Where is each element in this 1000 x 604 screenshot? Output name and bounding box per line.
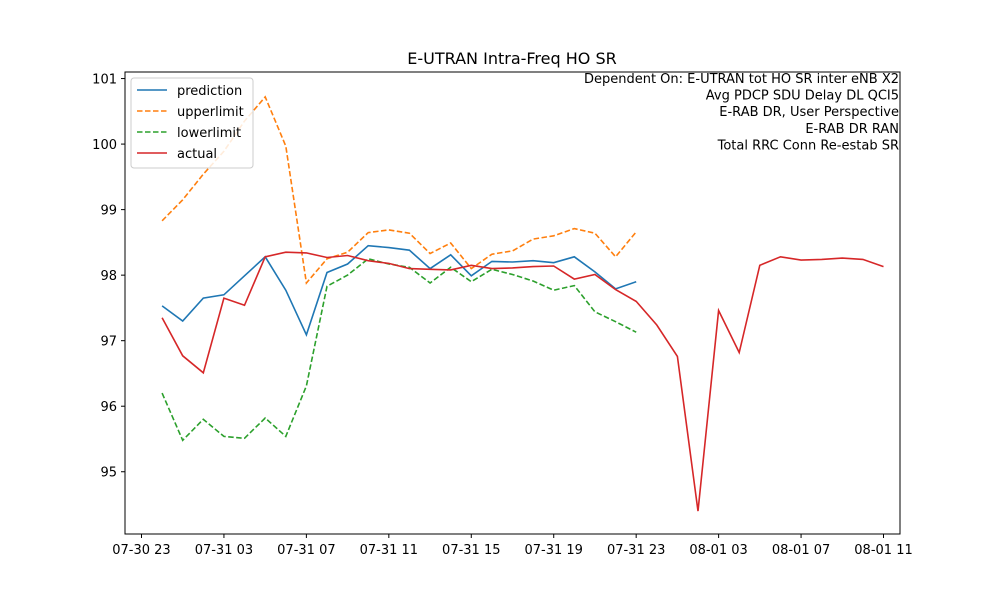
x-tick-label: 08-01 11 [854,543,912,558]
y-tick-label: 96 [100,400,117,415]
x-tick-label: 07-30 23 [112,543,170,558]
x-tick-label: 07-31 19 [524,543,582,558]
y-tick-label: 95 [100,466,117,481]
y-tick-label: 97 [100,335,117,350]
x-tick-label: 07-31 15 [442,543,500,558]
x-tick-label: 07-31 23 [607,543,665,558]
series-layer [161,95,884,512]
legend-label-actual: actual [177,147,217,162]
x-tick-label: 08-01 07 [772,543,830,558]
x-tick-label: 07-31 03 [195,543,253,558]
annotation-line: Dependent On: E-UTRAN tot HO SR inter eN… [584,72,899,87]
x-tick-label: 08-01 03 [689,543,747,558]
y-tick-label: 100 [92,138,117,153]
x-axis: 07-30 23 07-31 03 07-31 07 07-31 11 07-31 15… [112,534,913,558]
dependency-annotation: Dependent On: E-UTRAN tot HO SR inter eN… [584,72,899,153]
legend-box [130,77,254,169]
x-tick-label: 07-31 11 [360,543,418,558]
annotation-line: E-RAB DR, User Perspective [719,105,899,120]
chart-title: E-UTRAN Intra-Freq HO SR [407,49,616,68]
plot-area-frame [124,71,901,535]
y-axis: 95 96 97 98 99 100 101 [92,73,125,481]
y-tick-label: 99 [100,204,117,219]
series-line-actual [161,251,884,512]
legend: prediction upperlimit lowerlimit actual [130,77,254,169]
legend-label-prediction: prediction [177,84,242,99]
series-line-lowerlimit [161,257,637,442]
legend-label-lowerlimit: lowerlimit [177,126,241,141]
y-tick-label: 101 [92,73,117,88]
series-line-prediction [161,244,637,337]
annotation-line: E-RAB DR RAN [805,122,899,137]
annotation-line: Avg PDCP SDU Delay DL QCI5 [706,89,899,104]
annotation-line: Total RRC Conn Re-estab SR [717,138,899,153]
x-tick-label: 07-31 07 [277,543,335,558]
legend-label-upperlimit: upperlimit [177,105,244,120]
y-tick-label: 98 [100,269,117,284]
